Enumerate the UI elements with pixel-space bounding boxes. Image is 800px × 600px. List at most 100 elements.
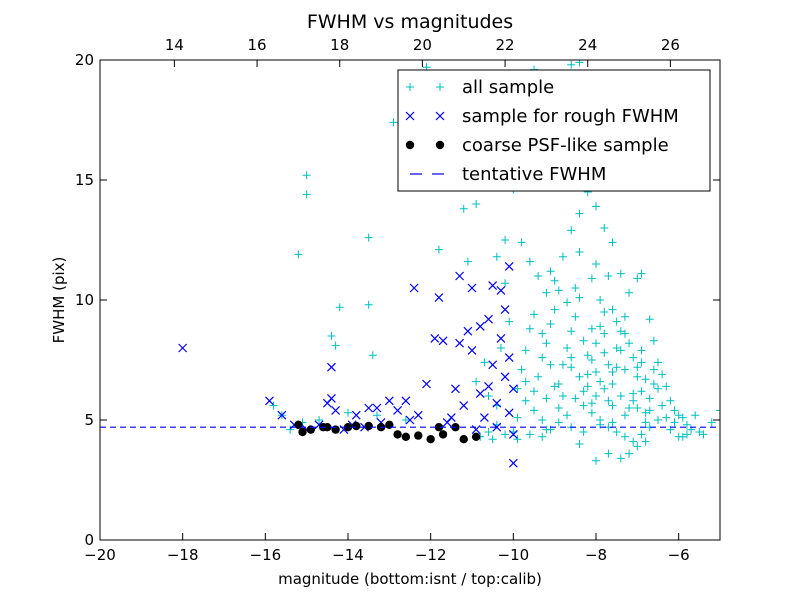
data-point <box>525 257 534 266</box>
x-tick-label: −12 <box>415 546 447 564</box>
data-point <box>455 271 465 281</box>
data-point <box>558 252 567 261</box>
data-point <box>604 396 613 405</box>
data-point <box>620 411 629 420</box>
chart-marks <box>100 60 720 468</box>
data-point <box>504 261 514 271</box>
chart-title: FWHM vs magnitudes <box>307 11 513 33</box>
legend-label: coarse PSF-like sample <box>462 135 669 156</box>
data-point <box>364 421 373 431</box>
data-point <box>641 437 650 446</box>
data-point <box>649 365 658 374</box>
data-point <box>451 384 460 394</box>
data-point <box>633 442 642 451</box>
data-point <box>592 392 600 400</box>
data-point <box>583 370 592 379</box>
data-point <box>538 329 547 338</box>
data-point <box>641 418 650 427</box>
data-point <box>327 393 336 403</box>
data-point <box>579 401 588 410</box>
data-point <box>496 344 505 352</box>
data-point <box>563 344 572 352</box>
data-point <box>500 372 510 382</box>
data-point <box>471 432 481 441</box>
data-point <box>294 250 303 259</box>
data-point <box>343 423 353 432</box>
data-point <box>513 384 522 393</box>
data-point <box>426 435 435 444</box>
data-point <box>592 339 600 348</box>
data-point <box>654 416 662 424</box>
legend-swatch <box>406 83 414 91</box>
data-point <box>682 420 691 429</box>
data-point <box>459 401 469 411</box>
x-tick-label: −10 <box>498 546 530 564</box>
legend-entry: coarse PSF-like sample <box>405 135 669 156</box>
data-point <box>616 269 625 278</box>
data-point <box>641 408 650 417</box>
data-point <box>654 358 662 367</box>
data-point <box>571 312 580 321</box>
data-point <box>587 324 596 333</box>
data-point <box>331 405 341 415</box>
data-point <box>393 430 402 439</box>
data-point <box>600 348 609 357</box>
top-tick-label: 20 <box>413 36 432 54</box>
data-point <box>463 257 472 266</box>
data-point <box>422 379 431 389</box>
y-tick-label: 0 <box>84 531 94 549</box>
data-point <box>492 422 502 432</box>
data-point <box>575 293 584 302</box>
data-point <box>327 362 336 372</box>
data-point <box>571 394 580 403</box>
data-point <box>678 432 687 441</box>
x-tick-label: −14 <box>332 546 364 564</box>
top-tick-label: 26 <box>661 36 680 54</box>
data-point <box>475 389 485 399</box>
data-point <box>521 346 530 355</box>
data-point <box>550 382 559 391</box>
data-point <box>592 456 600 465</box>
data-point <box>302 190 311 199</box>
data-point <box>637 358 646 367</box>
data-point <box>579 387 588 396</box>
data-point <box>645 406 654 415</box>
legend: all sample sample for rough FWHM coarse PS… <box>397 69 711 192</box>
data-point <box>277 410 287 420</box>
top-tick-label: 24 <box>578 36 597 54</box>
axis-ticks: −20 −18 −16 −14 −12 −10 −8 −6 0 5 10 15 20 14 16 18 20 22… <box>75 36 720 564</box>
data-point <box>620 432 629 441</box>
data-point <box>649 380 658 388</box>
data-point <box>430 333 440 343</box>
data-point <box>596 322 605 331</box>
data-point <box>662 413 671 422</box>
data-point <box>364 403 374 413</box>
data-point <box>596 377 605 386</box>
data-point <box>513 435 522 444</box>
data-point <box>414 431 423 440</box>
data-point <box>658 370 667 379</box>
data-point <box>546 267 555 276</box>
data-point <box>298 427 307 437</box>
data-point <box>401 396 411 406</box>
data-point <box>600 224 609 232</box>
data-point <box>368 351 377 360</box>
x-tick-label: −20 <box>84 546 116 564</box>
data-point <box>521 377 530 386</box>
data-point <box>331 341 340 350</box>
top-tick-label: 14 <box>165 36 184 54</box>
data-point <box>479 413 489 423</box>
data-point <box>434 245 443 254</box>
data-point <box>612 428 621 436</box>
data-point <box>508 384 518 394</box>
data-point <box>616 392 625 400</box>
data-point <box>558 360 567 369</box>
data-point <box>384 396 394 406</box>
data-point <box>488 435 497 444</box>
data-point <box>608 305 617 314</box>
legend-label: tentative FWHM <box>462 164 606 185</box>
data-point <box>504 408 514 418</box>
data-point <box>484 381 493 391</box>
data-point <box>563 298 572 307</box>
data-point <box>608 418 617 427</box>
